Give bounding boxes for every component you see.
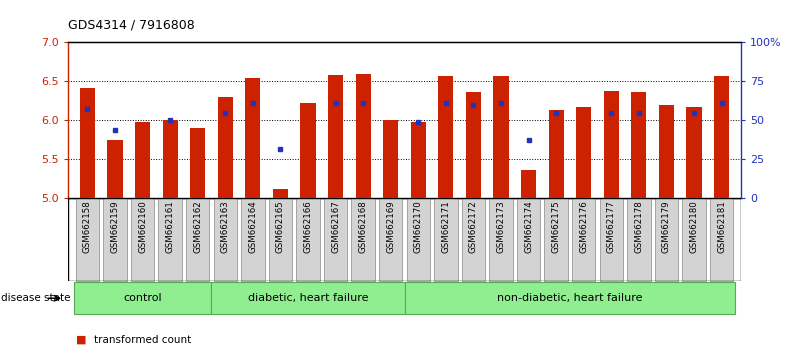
Bar	[521, 170, 536, 198]
FancyBboxPatch shape	[407, 198, 430, 281]
FancyBboxPatch shape	[186, 198, 209, 281]
Text: ■: ■	[76, 335, 87, 345]
Bar	[466, 92, 481, 198]
Text: GSM662177: GSM662177	[607, 201, 616, 253]
Text: GSM662173: GSM662173	[497, 201, 505, 253]
FancyBboxPatch shape	[214, 198, 237, 281]
FancyBboxPatch shape	[545, 198, 568, 281]
Text: GSM662166: GSM662166	[304, 201, 312, 253]
Text: GSM662165: GSM662165	[276, 201, 285, 253]
Bar	[576, 107, 591, 198]
Text: GSM662180: GSM662180	[690, 201, 698, 253]
Bar	[135, 122, 150, 198]
Bar	[300, 103, 316, 198]
Text: GSM662158: GSM662158	[83, 201, 92, 253]
Text: GSM662172: GSM662172	[469, 201, 478, 253]
Text: GSM662179: GSM662179	[662, 201, 671, 253]
Text: GSM662164: GSM662164	[248, 201, 257, 253]
FancyBboxPatch shape	[74, 282, 211, 314]
FancyBboxPatch shape	[75, 198, 99, 281]
Bar	[493, 76, 509, 198]
FancyBboxPatch shape	[324, 198, 348, 281]
Text: GSM662169: GSM662169	[386, 201, 395, 253]
Bar	[163, 120, 178, 198]
Bar	[245, 78, 260, 198]
Text: GSM662178: GSM662178	[634, 201, 643, 253]
FancyBboxPatch shape	[517, 198, 541, 281]
Text: GSM662181: GSM662181	[717, 201, 727, 253]
FancyBboxPatch shape	[627, 198, 650, 281]
Text: GSM662176: GSM662176	[579, 201, 588, 253]
FancyBboxPatch shape	[654, 198, 678, 281]
Text: GSM662159: GSM662159	[111, 201, 119, 253]
FancyBboxPatch shape	[296, 198, 320, 281]
Bar	[383, 120, 398, 198]
Bar	[438, 76, 453, 198]
Bar	[604, 91, 619, 198]
FancyBboxPatch shape	[461, 198, 485, 281]
Bar	[107, 140, 123, 198]
Bar	[631, 92, 646, 198]
Text: GDS4314 / 7916808: GDS4314 / 7916808	[68, 19, 195, 32]
Text: transformed count: transformed count	[94, 335, 191, 345]
FancyBboxPatch shape	[710, 198, 734, 281]
Text: non-diabetic, heart failure: non-diabetic, heart failure	[497, 293, 642, 303]
Bar	[659, 105, 674, 198]
Text: GSM662161: GSM662161	[166, 201, 175, 253]
FancyBboxPatch shape	[405, 282, 735, 314]
FancyBboxPatch shape	[159, 198, 182, 281]
Bar	[190, 128, 205, 198]
Text: GSM662170: GSM662170	[414, 201, 423, 253]
Text: GSM662168: GSM662168	[359, 201, 368, 253]
Bar	[686, 107, 702, 198]
FancyBboxPatch shape	[379, 198, 402, 281]
Bar	[549, 110, 564, 198]
FancyBboxPatch shape	[572, 198, 595, 281]
FancyBboxPatch shape	[103, 198, 127, 281]
Text: control: control	[123, 293, 162, 303]
FancyBboxPatch shape	[241, 198, 264, 281]
Bar	[80, 88, 95, 198]
FancyBboxPatch shape	[600, 198, 623, 281]
Bar	[328, 75, 343, 198]
FancyBboxPatch shape	[489, 198, 513, 281]
Text: GSM662174: GSM662174	[524, 201, 533, 253]
Text: GSM662175: GSM662175	[552, 201, 561, 253]
FancyBboxPatch shape	[131, 198, 155, 281]
Bar	[411, 122, 426, 198]
Text: disease state: disease state	[1, 293, 70, 303]
FancyBboxPatch shape	[352, 198, 375, 281]
Bar	[218, 97, 233, 198]
Bar	[273, 189, 288, 198]
Text: diabetic, heart failure: diabetic, heart failure	[248, 293, 368, 303]
Bar	[356, 74, 371, 198]
FancyBboxPatch shape	[682, 198, 706, 281]
FancyBboxPatch shape	[434, 198, 457, 281]
Text: GSM662162: GSM662162	[193, 201, 202, 253]
FancyBboxPatch shape	[211, 282, 405, 314]
Text: GSM662167: GSM662167	[331, 201, 340, 253]
Bar	[714, 76, 729, 198]
Text: GSM662163: GSM662163	[221, 201, 230, 253]
FancyBboxPatch shape	[268, 198, 292, 281]
Text: GSM662160: GSM662160	[138, 201, 147, 253]
Text: GSM662171: GSM662171	[441, 201, 450, 253]
